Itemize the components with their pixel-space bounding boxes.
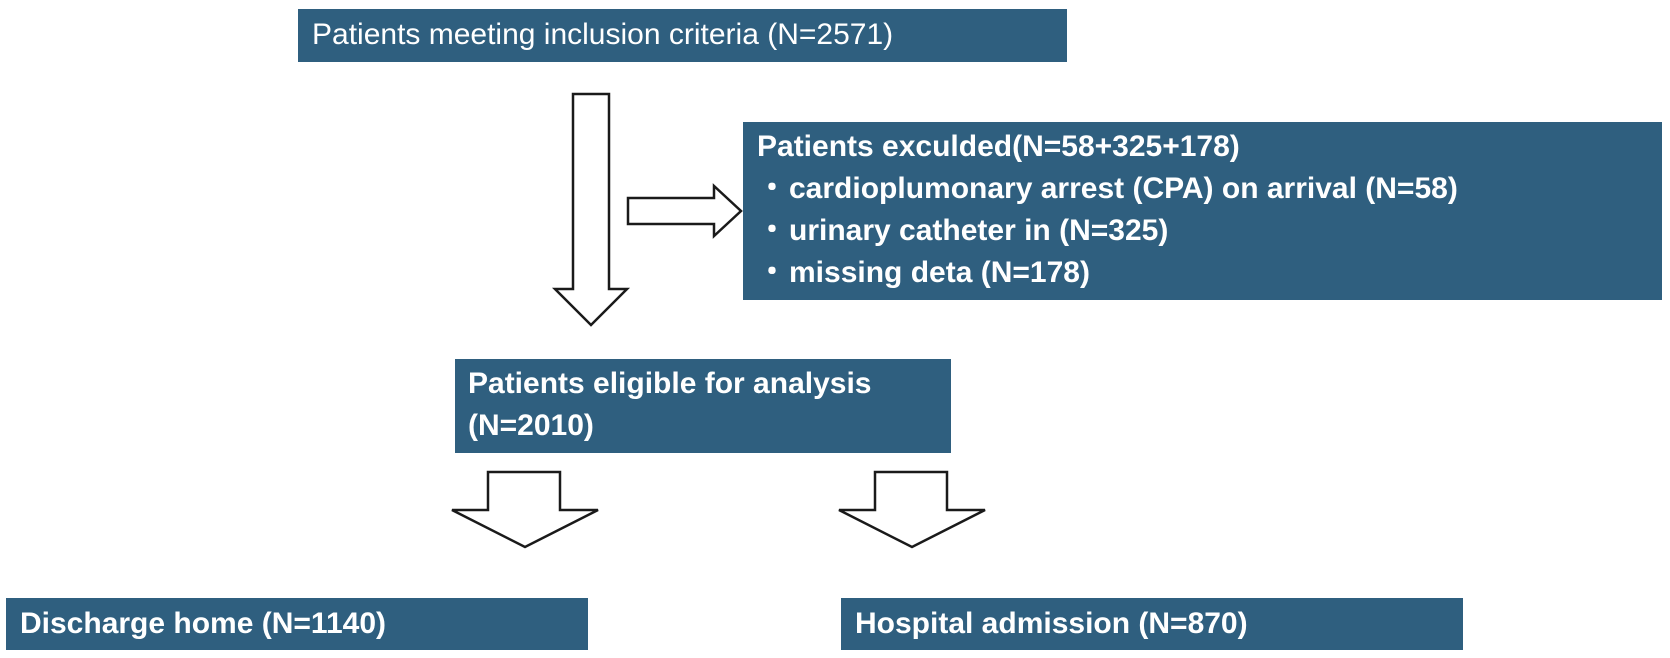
excluded-item-label: urinary catheter in (N=325) bbox=[789, 214, 1169, 247]
excluded-item-missing: ・missing deta (N=178) bbox=[757, 252, 1662, 294]
eligible-line-1: Patients eligible for analysis bbox=[468, 367, 872, 400]
discharge-home-text: Discharge home (N=1140) bbox=[20, 607, 386, 640]
excluded-title: Patients exculded(N=58+325+178) bbox=[757, 130, 1240, 163]
arrow-down-home-icon bbox=[451, 470, 599, 549]
eligible-line-2: (N=2010) bbox=[468, 409, 594, 442]
arrow-down-main-icon bbox=[551, 92, 631, 327]
excluded-item-label: cardioplumonary arrest (CPA) on arrival … bbox=[789, 172, 1458, 205]
inclusion-criteria-text: Patients meeting inclusion criteria (N=2… bbox=[312, 18, 894, 51]
arrow-down-admission-icon bbox=[838, 470, 986, 549]
excluded-item-label: missing deta (N=178) bbox=[789, 256, 1090, 289]
bullet-icon: ・ bbox=[757, 172, 787, 205]
discharge-home-box: Discharge home (N=1140) bbox=[6, 598, 588, 650]
excluded-patients-box: Patients exculded(N=58+325+178) ・cardiop… bbox=[743, 122, 1662, 300]
hospital-admission-text: Hospital admission (N=870) bbox=[855, 607, 1248, 640]
excluded-item-catheter: ・urinary catheter in (N=325) bbox=[757, 210, 1662, 252]
hospital-admission-box: Hospital admission (N=870) bbox=[841, 598, 1463, 650]
inclusion-criteria-box: Patients meeting inclusion criteria (N=2… bbox=[298, 9, 1067, 62]
bullet-icon: ・ bbox=[757, 214, 787, 247]
excluded-item-cpa: ・cardioplumonary arrest (CPA) on arrival… bbox=[757, 168, 1662, 210]
bullet-icon: ・ bbox=[757, 256, 787, 289]
arrow-right-excluded-icon bbox=[626, 183, 743, 239]
eligible-patients-box: Patients eligible for analysis (N=2010) bbox=[455, 359, 951, 453]
